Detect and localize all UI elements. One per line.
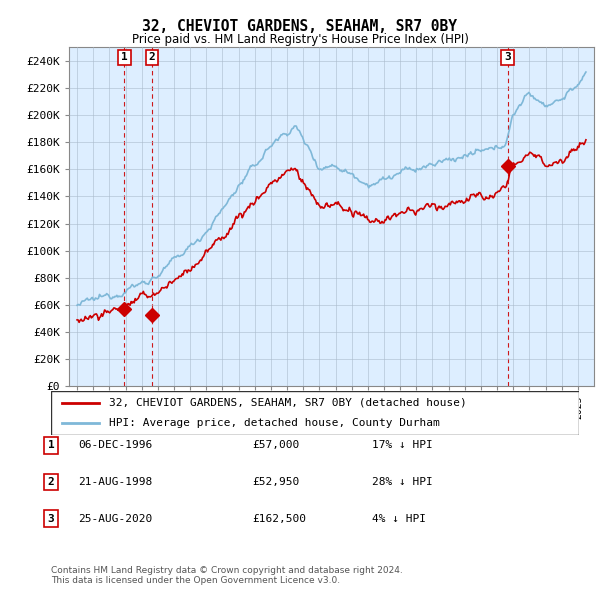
Text: 25-AUG-2020: 25-AUG-2020 (78, 514, 152, 523)
Text: 28% ↓ HPI: 28% ↓ HPI (372, 477, 433, 487)
Text: 1: 1 (121, 53, 128, 63)
Text: 3: 3 (504, 53, 511, 63)
Text: 1: 1 (47, 441, 55, 450)
Text: This data is licensed under the Open Government Licence v3.0.: This data is licensed under the Open Gov… (51, 576, 340, 585)
Text: HPI: Average price, detached house, County Durham: HPI: Average price, detached house, Coun… (109, 418, 440, 428)
Text: 06-DEC-1996: 06-DEC-1996 (78, 441, 152, 450)
Text: 2: 2 (149, 53, 155, 63)
Text: Contains HM Land Registry data © Crown copyright and database right 2024.: Contains HM Land Registry data © Crown c… (51, 566, 403, 575)
Text: Price paid vs. HM Land Registry's House Price Index (HPI): Price paid vs. HM Land Registry's House … (131, 33, 469, 46)
Text: 4% ↓ HPI: 4% ↓ HPI (372, 514, 426, 523)
Text: £52,950: £52,950 (252, 477, 299, 487)
Text: 32, CHEVIOT GARDENS, SEAHAM, SR7 0BY: 32, CHEVIOT GARDENS, SEAHAM, SR7 0BY (143, 19, 458, 34)
Text: 3: 3 (47, 514, 55, 523)
Text: 32, CHEVIOT GARDENS, SEAHAM, SR7 0BY (detached house): 32, CHEVIOT GARDENS, SEAHAM, SR7 0BY (de… (109, 398, 467, 408)
Text: £162,500: £162,500 (252, 514, 306, 523)
Text: £57,000: £57,000 (252, 441, 299, 450)
Text: 2: 2 (47, 477, 55, 487)
Text: 21-AUG-1998: 21-AUG-1998 (78, 477, 152, 487)
Text: 17% ↓ HPI: 17% ↓ HPI (372, 441, 433, 450)
